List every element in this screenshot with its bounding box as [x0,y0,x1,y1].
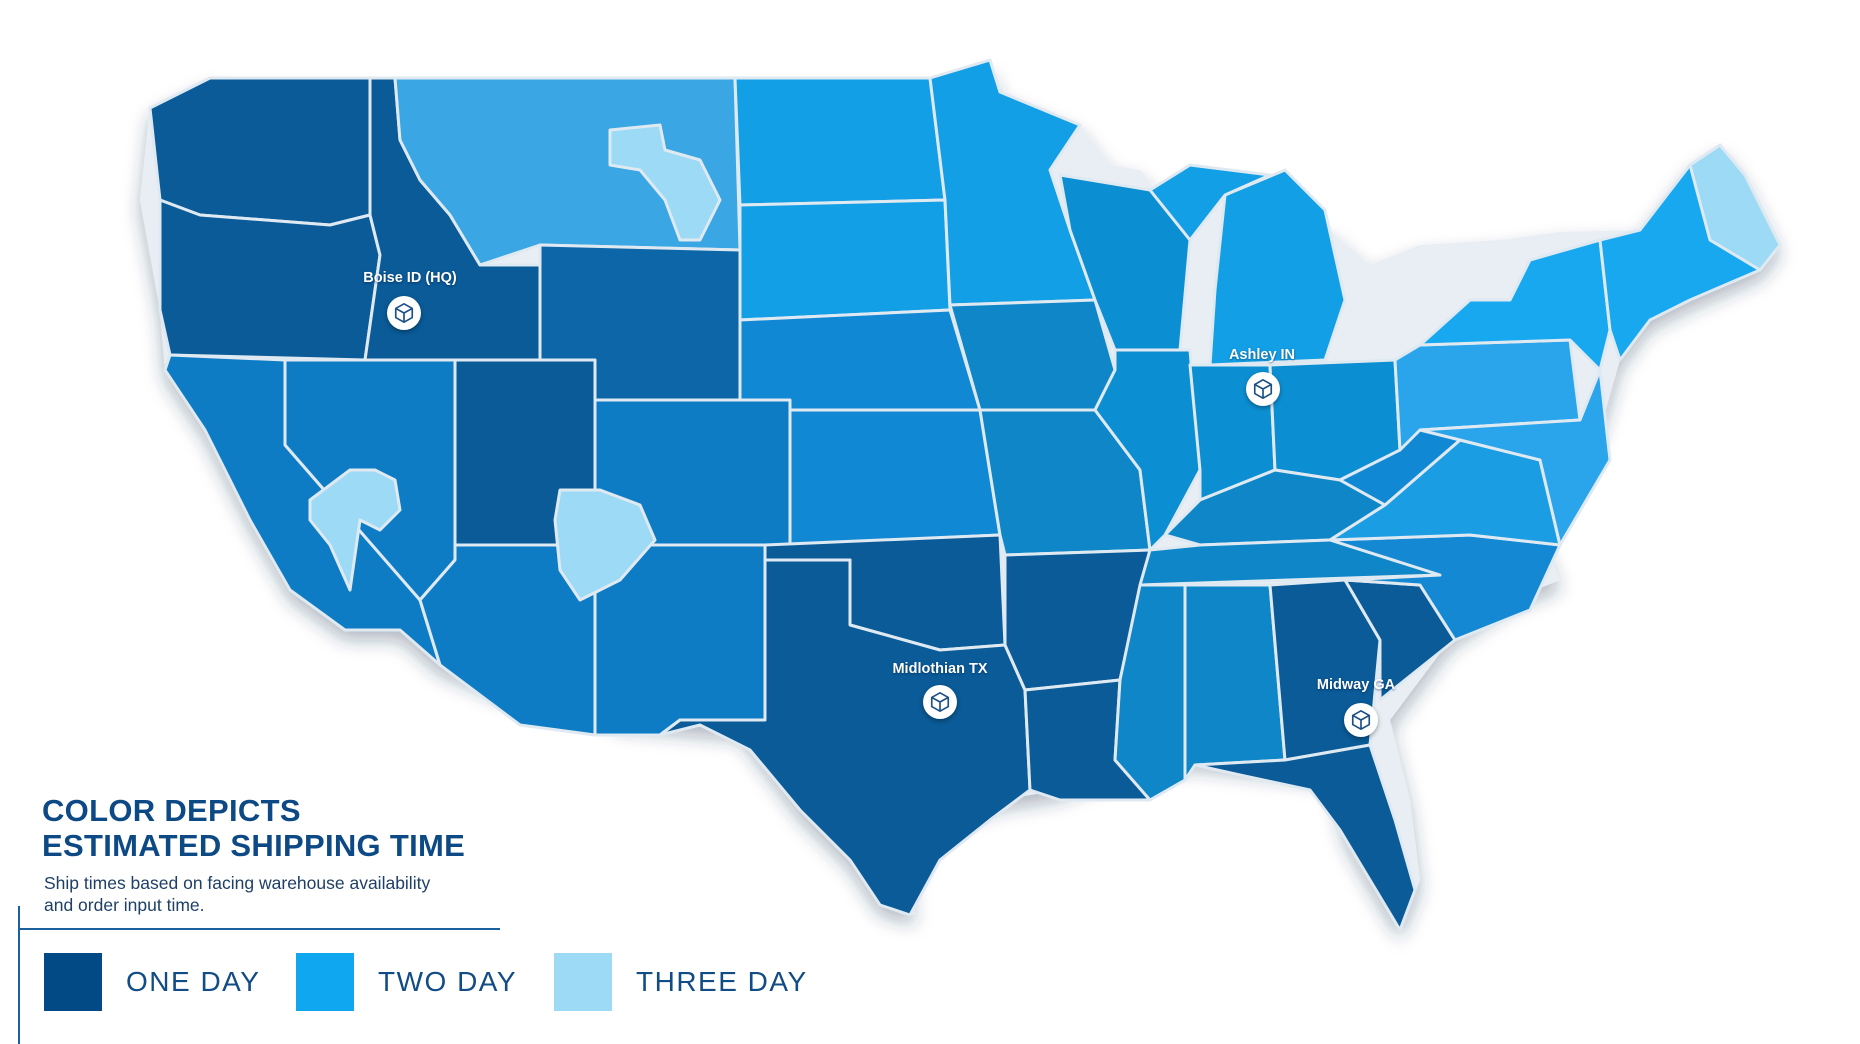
state-me [1688,143,1782,272]
warehouse-label: Midlothian TX [892,661,988,677]
state-ne [738,308,982,412]
package-box-icon[interactable] [1246,372,1280,406]
state-mn [928,58,1097,307]
zone-three-day-nevada [308,468,402,592]
state-or [158,198,382,362]
state-nd [733,76,947,207]
state-fl [1193,743,1417,932]
warehouse-label: Boise ID (HQ) [363,270,457,286]
warehouse-label: Midway GA [1316,677,1396,693]
state-ks [788,408,1002,547]
states [148,58,1782,932]
warehouse-label: Ashley IN [1228,347,1296,363]
package-box-icon[interactable] [387,296,421,330]
state-sd [738,198,952,322]
state-al [1183,583,1287,782]
three-day-regions [308,123,722,602]
state-tx [658,558,1032,917]
package-box-icon[interactable] [923,685,957,719]
state-ia [948,298,1117,412]
state-wa [148,76,372,227]
package-box-icon[interactable] [1344,703,1378,737]
state-mi [1208,168,1347,367]
state-md-de-nj [1418,368,1612,547]
zone-three-day-utah [553,488,657,602]
state-mi-up [1148,163,1272,242]
zone-three-day-montana [608,123,722,242]
